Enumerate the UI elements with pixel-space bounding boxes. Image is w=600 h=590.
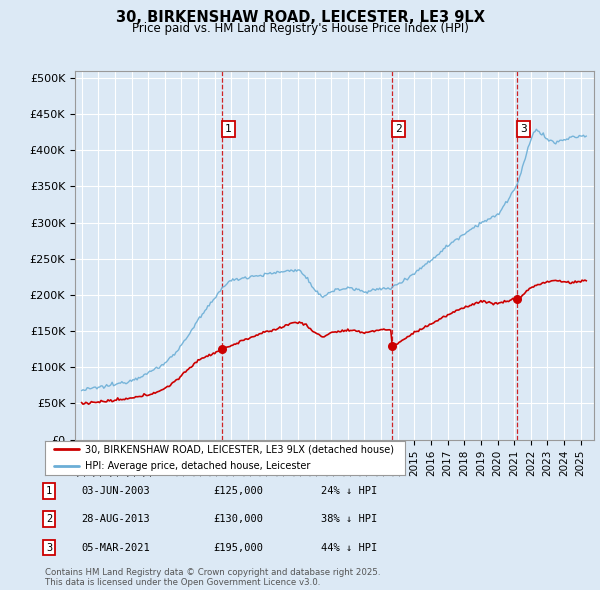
Text: 05-MAR-2021: 05-MAR-2021 [81,543,150,552]
Text: Contains HM Land Registry data © Crown copyright and database right 2025.
This d: Contains HM Land Registry data © Crown c… [45,568,380,587]
Text: 2: 2 [395,124,402,134]
Text: HPI: Average price, detached house, Leicester: HPI: Average price, detached house, Leic… [85,461,310,471]
Text: 2: 2 [46,514,52,524]
Point [512,294,522,303]
Text: 3: 3 [520,124,527,134]
Text: 1: 1 [46,486,52,496]
Point [217,345,227,354]
Text: 24% ↓ HPI: 24% ↓ HPI [321,486,377,496]
Text: 38% ↓ HPI: 38% ↓ HPI [321,514,377,524]
Text: 28-AUG-2013: 28-AUG-2013 [81,514,150,524]
Text: 44% ↓ HPI: 44% ↓ HPI [321,543,377,552]
Text: Price paid vs. HM Land Registry's House Price Index (HPI): Price paid vs. HM Land Registry's House … [131,22,469,35]
Point [387,341,397,350]
Text: £130,000: £130,000 [213,514,263,524]
Text: 30, BIRKENSHAW ROAD, LEICESTER, LE3 9LX (detached house): 30, BIRKENSHAW ROAD, LEICESTER, LE3 9LX … [85,444,394,454]
Text: 1: 1 [225,124,232,134]
Text: 3: 3 [46,543,52,552]
Text: £125,000: £125,000 [213,486,263,496]
Text: £195,000: £195,000 [213,543,263,552]
Text: 30, BIRKENSHAW ROAD, LEICESTER, LE3 9LX: 30, BIRKENSHAW ROAD, LEICESTER, LE3 9LX [115,10,485,25]
Text: 03-JUN-2003: 03-JUN-2003 [81,486,150,496]
